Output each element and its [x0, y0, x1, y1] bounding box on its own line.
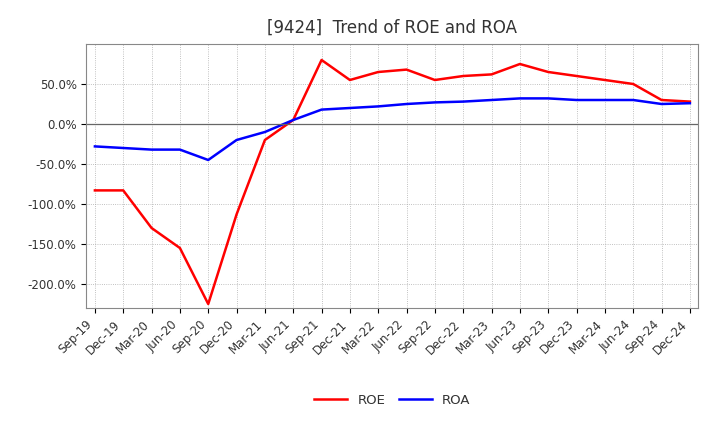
ROE [318, 57, 326, 62]
ROA [374, 104, 382, 109]
ROE [600, 77, 609, 83]
ROA [119, 145, 127, 150]
ROE [233, 212, 241, 217]
ROA [544, 96, 552, 101]
Legend: ROE, ROA: ROE, ROA [309, 389, 476, 412]
ROA [572, 97, 581, 103]
ROA [431, 100, 439, 105]
ROE [431, 77, 439, 83]
ROE [402, 67, 411, 72]
ROA [91, 144, 99, 149]
ROA [148, 147, 156, 152]
ROE [516, 61, 524, 66]
ROA [289, 117, 297, 123]
ROA [516, 96, 524, 101]
ROE [487, 72, 496, 77]
ROE [572, 73, 581, 79]
ROA [487, 97, 496, 103]
ROE [204, 301, 212, 307]
ROA [685, 101, 694, 106]
ROE [629, 81, 637, 87]
Line: ROA: ROA [95, 99, 690, 160]
ROE [657, 97, 666, 103]
ROA [346, 105, 354, 110]
ROE [289, 117, 297, 123]
Title: [9424]  Trend of ROE and ROA: [9424] Trend of ROE and ROA [267, 19, 518, 37]
ROE [261, 137, 269, 143]
ROA [657, 101, 666, 106]
ROE [374, 70, 382, 75]
ROE [346, 77, 354, 83]
ROA [402, 101, 411, 106]
ROA [261, 129, 269, 135]
ROE [544, 70, 552, 75]
ROA [204, 158, 212, 163]
ROA [176, 147, 184, 152]
Line: ROE: ROE [95, 60, 690, 304]
ROE [148, 225, 156, 231]
ROA [629, 97, 637, 103]
ROE [459, 73, 467, 79]
ROA [233, 137, 241, 143]
ROE [91, 188, 99, 193]
ROA [318, 107, 326, 112]
ROA [459, 99, 467, 104]
ROA [600, 97, 609, 103]
ROE [119, 188, 127, 193]
ROE [685, 99, 694, 104]
ROE [176, 246, 184, 251]
